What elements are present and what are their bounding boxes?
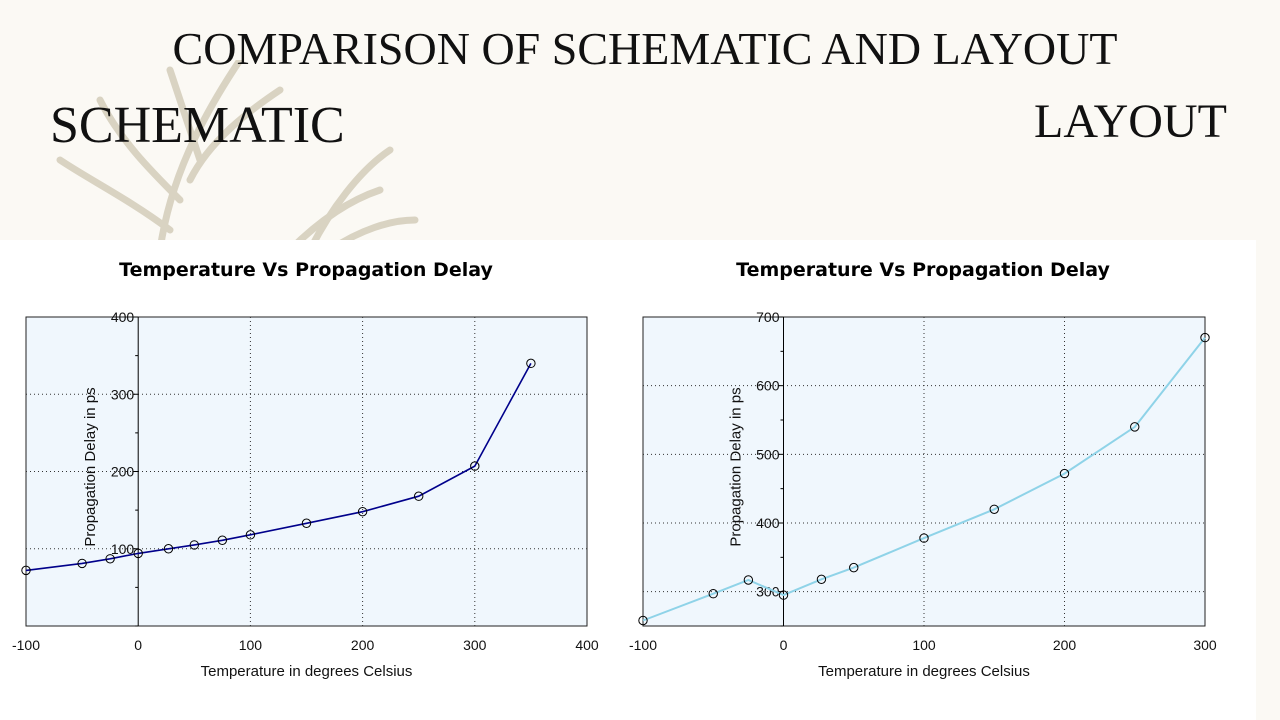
data-point <box>470 461 480 471</box>
y-tick-label: 600 <box>756 378 780 394</box>
x-axis-label: Temperature in degrees Celsius <box>818 663 1030 680</box>
x-tick-label: 200 <box>351 637 375 653</box>
y-tick-label: 400 <box>111 309 135 325</box>
series-line <box>642 336 1206 622</box>
data-point <box>778 590 789 600</box>
data-point <box>743 575 754 585</box>
data-point <box>919 533 929 543</box>
y-tick-label: 300 <box>756 584 780 600</box>
series-line <box>25 363 532 572</box>
data-point <box>708 589 718 599</box>
chart-title: Temperature Vs Propagation Delay <box>736 259 1110 281</box>
y-tick-label: 400 <box>756 515 780 531</box>
x-tick-label: 300 <box>463 637 487 653</box>
chart-2: Temperature Vs Propagation Delay 300 400 50… <box>629 259 1217 680</box>
y-tick-label: 500 <box>756 446 780 462</box>
plot-area <box>642 316 1206 627</box>
data-point <box>989 504 999 514</box>
slide-title: COMPARISON OF SCHEMATIC AND LAYOUT <box>172 23 1118 74</box>
y-tick-label: 700 <box>756 309 780 325</box>
data-point <box>163 544 174 554</box>
data-point <box>301 518 312 528</box>
charts-panel: Temperature Vs Propagation Delay 100 200 30… <box>0 240 1256 720</box>
data-point <box>217 535 228 545</box>
x-tick-label: 0 <box>134 637 142 653</box>
data-point <box>77 558 87 569</box>
data-point <box>1130 422 1140 432</box>
y-axis-label: Propagation Delay in ps <box>82 387 99 546</box>
layout-heading: LAYOUT <box>1034 95 1227 148</box>
x-tick-label: 100 <box>912 637 936 653</box>
data-point <box>526 358 536 369</box>
data-point <box>189 540 200 550</box>
chart-title: Temperature Vs Propagation Delay <box>119 259 493 281</box>
schematic-heading: SCHEMATIC <box>50 97 345 154</box>
x-tick-label: -100 <box>12 637 40 653</box>
data-point <box>816 574 827 585</box>
data-point <box>638 615 648 626</box>
data-point <box>21 565 31 576</box>
x-tick-label: 300 <box>1193 637 1217 653</box>
data-point <box>133 548 143 559</box>
y-tick-label: 300 <box>111 386 135 402</box>
fern-decoration <box>56 60 419 250</box>
y-axis-label: Propagation Delay in ps <box>728 387 745 546</box>
chart-1: Temperature Vs Propagation Delay 100 200 30… <box>12 259 599 680</box>
data-point <box>357 506 368 517</box>
data-point <box>245 530 256 540</box>
data-point <box>105 554 115 564</box>
x-tick-label: 100 <box>239 637 263 653</box>
data-point <box>1059 468 1070 479</box>
x-tick-label: 200 <box>1053 637 1077 653</box>
data-point <box>849 562 859 573</box>
x-axis-label: Temperature in degrees Celsius <box>201 663 413 680</box>
x-tick-label: 0 <box>780 637 788 653</box>
data-point <box>414 491 424 501</box>
charts-canvas: Temperature Vs Propagation Delay 100 200 30… <box>12 259 1217 680</box>
x-tick-label: -100 <box>629 637 657 653</box>
x-tick-label: 400 <box>575 637 599 653</box>
data-point <box>1200 332 1210 343</box>
y-tick-label: 100 <box>111 541 135 557</box>
y-tick-label: 200 <box>111 464 135 480</box>
